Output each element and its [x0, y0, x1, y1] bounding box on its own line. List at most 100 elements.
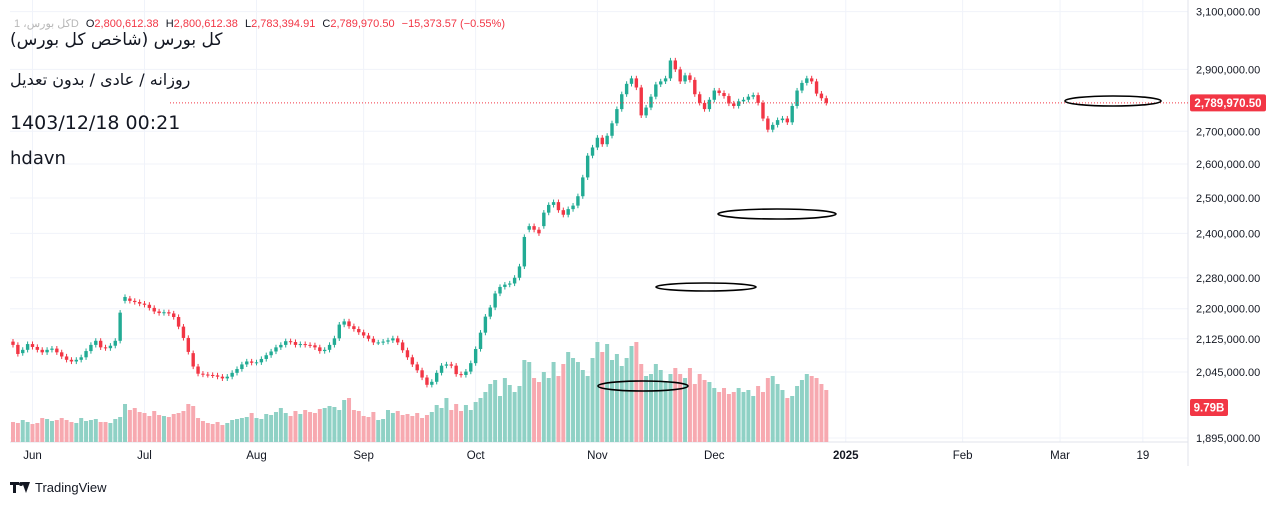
candle-body — [167, 312, 171, 314]
candle-body — [98, 340, 103, 348]
candle-body — [259, 358, 264, 363]
annotation-ellipse-late-nov[interactable] — [655, 282, 757, 292]
volume-bar — [108, 423, 113, 442]
time-axis-labels: Jun Jul Aug Sep Oct Nov Dec 2025 Feb Mar 19 — [23, 450, 1149, 462]
high-key: H — [165, 18, 174, 30]
annotation-ellipse-dec[interactable] — [717, 208, 837, 220]
candle-body — [702, 102, 707, 110]
volume-bar — [459, 411, 464, 442]
candle-body — [488, 307, 492, 317]
volume-bar — [410, 416, 415, 442]
volume-bar — [663, 382, 668, 442]
candle-body — [210, 374, 215, 376]
volume-bar — [644, 376, 649, 442]
low-value: 2,783,394.91 — [251, 18, 316, 30]
candle-body — [157, 311, 161, 314]
annotation-ellipse-nov[interactable] — [597, 380, 689, 392]
volume-bar — [468, 410, 473, 442]
tradingview-logo[interactable]: TradingView — [10, 480, 107, 495]
volume-bar — [415, 413, 420, 442]
candle-body — [693, 79, 697, 95]
volume-bar — [785, 398, 790, 442]
candle-body — [775, 120, 780, 125]
candle-body — [142, 303, 147, 305]
candle-body — [624, 83, 629, 95]
candle-body — [483, 316, 488, 333]
y-tick-label: 2,900,000.00 — [1196, 64, 1260, 76]
candle-body — [683, 75, 687, 82]
volume-bar — [361, 416, 366, 442]
x-tick-label: Dec — [704, 450, 725, 462]
volume-bar — [760, 392, 765, 442]
candle-body — [357, 329, 361, 333]
chart-title: کل بورس (شاخص کل بورس) — [10, 30, 223, 50]
volume-bar — [400, 415, 405, 442]
volume-bar — [123, 404, 128, 442]
candle-body — [103, 347, 108, 349]
volume-bar — [293, 411, 298, 442]
volume-bar — [678, 374, 683, 442]
volume-bar — [683, 378, 688, 442]
candle-body — [814, 81, 819, 94]
volume-bar — [770, 376, 775, 442]
candle-body — [40, 349, 44, 353]
x-tick-label: 19 — [1136, 450, 1149, 462]
volume-bar — [473, 402, 478, 442]
volume-bar — [756, 386, 761, 442]
candle-body — [245, 361, 249, 365]
candle-body — [615, 109, 619, 124]
candle-body — [819, 93, 824, 99]
candle-body — [542, 212, 546, 227]
annotation-ellipse-mar[interactable] — [1064, 95, 1162, 107]
candle-body — [16, 344, 20, 354]
candle-body — [430, 381, 434, 385]
volume-bar — [575, 362, 580, 442]
candle-body — [371, 338, 376, 343]
candle-body — [21, 349, 25, 354]
candle-body — [386, 340, 390, 342]
candle-body — [751, 95, 755, 97]
candle-body — [186, 337, 191, 352]
volume-bar — [230, 420, 235, 442]
volume-bar — [595, 342, 600, 442]
y-tick-label: 2,500,000.00 — [1196, 193, 1260, 205]
volume-bar — [196, 418, 201, 442]
candle-body — [512, 277, 517, 284]
volume-bar — [137, 412, 142, 442]
volume-bar — [463, 405, 468, 442]
open-key: O — [85, 18, 95, 30]
volume-bar — [444, 398, 449, 442]
volume-badge: 9.79B — [1190, 399, 1228, 416]
candle-body — [298, 344, 303, 346]
volume-bar — [332, 407, 337, 442]
candle-body — [288, 341, 293, 343]
chart-author: hdavn — [10, 148, 66, 169]
x-tick-label: 2025 — [833, 450, 859, 462]
volume-bar — [342, 400, 347, 442]
candle-body — [196, 366, 200, 374]
volume-bar — [181, 411, 186, 442]
ohlc-legend: 1 ،کل بورسD O2,800,612.38 H2,800,612.38 … — [14, 17, 509, 30]
volume-bar — [235, 419, 240, 442]
candle-body — [410, 357, 415, 365]
symbol-label[interactable]: 1 ،کل بورسD — [14, 18, 79, 30]
volume-bar — [624, 358, 629, 442]
change-value: −15,373.57 (−0.55%) — [401, 18, 505, 30]
volume-bar — [653, 364, 658, 442]
candle-body — [376, 342, 380, 344]
candle-body — [532, 226, 536, 230]
candle-body — [84, 351, 88, 358]
low-key: L — [244, 18, 252, 30]
volume-bar — [639, 364, 644, 442]
volume-bar — [741, 392, 746, 442]
candle-body — [308, 344, 312, 346]
candle-body — [673, 60, 678, 70]
volume-bar — [337, 410, 342, 442]
candle-body — [264, 355, 268, 359]
volume-bar — [385, 410, 390, 442]
candle-body — [498, 286, 502, 294]
price-badge-label: 2,789,970.50 — [1194, 98, 1261, 110]
x-tick-label: Nov — [587, 450, 608, 462]
candle-body — [790, 105, 794, 123]
